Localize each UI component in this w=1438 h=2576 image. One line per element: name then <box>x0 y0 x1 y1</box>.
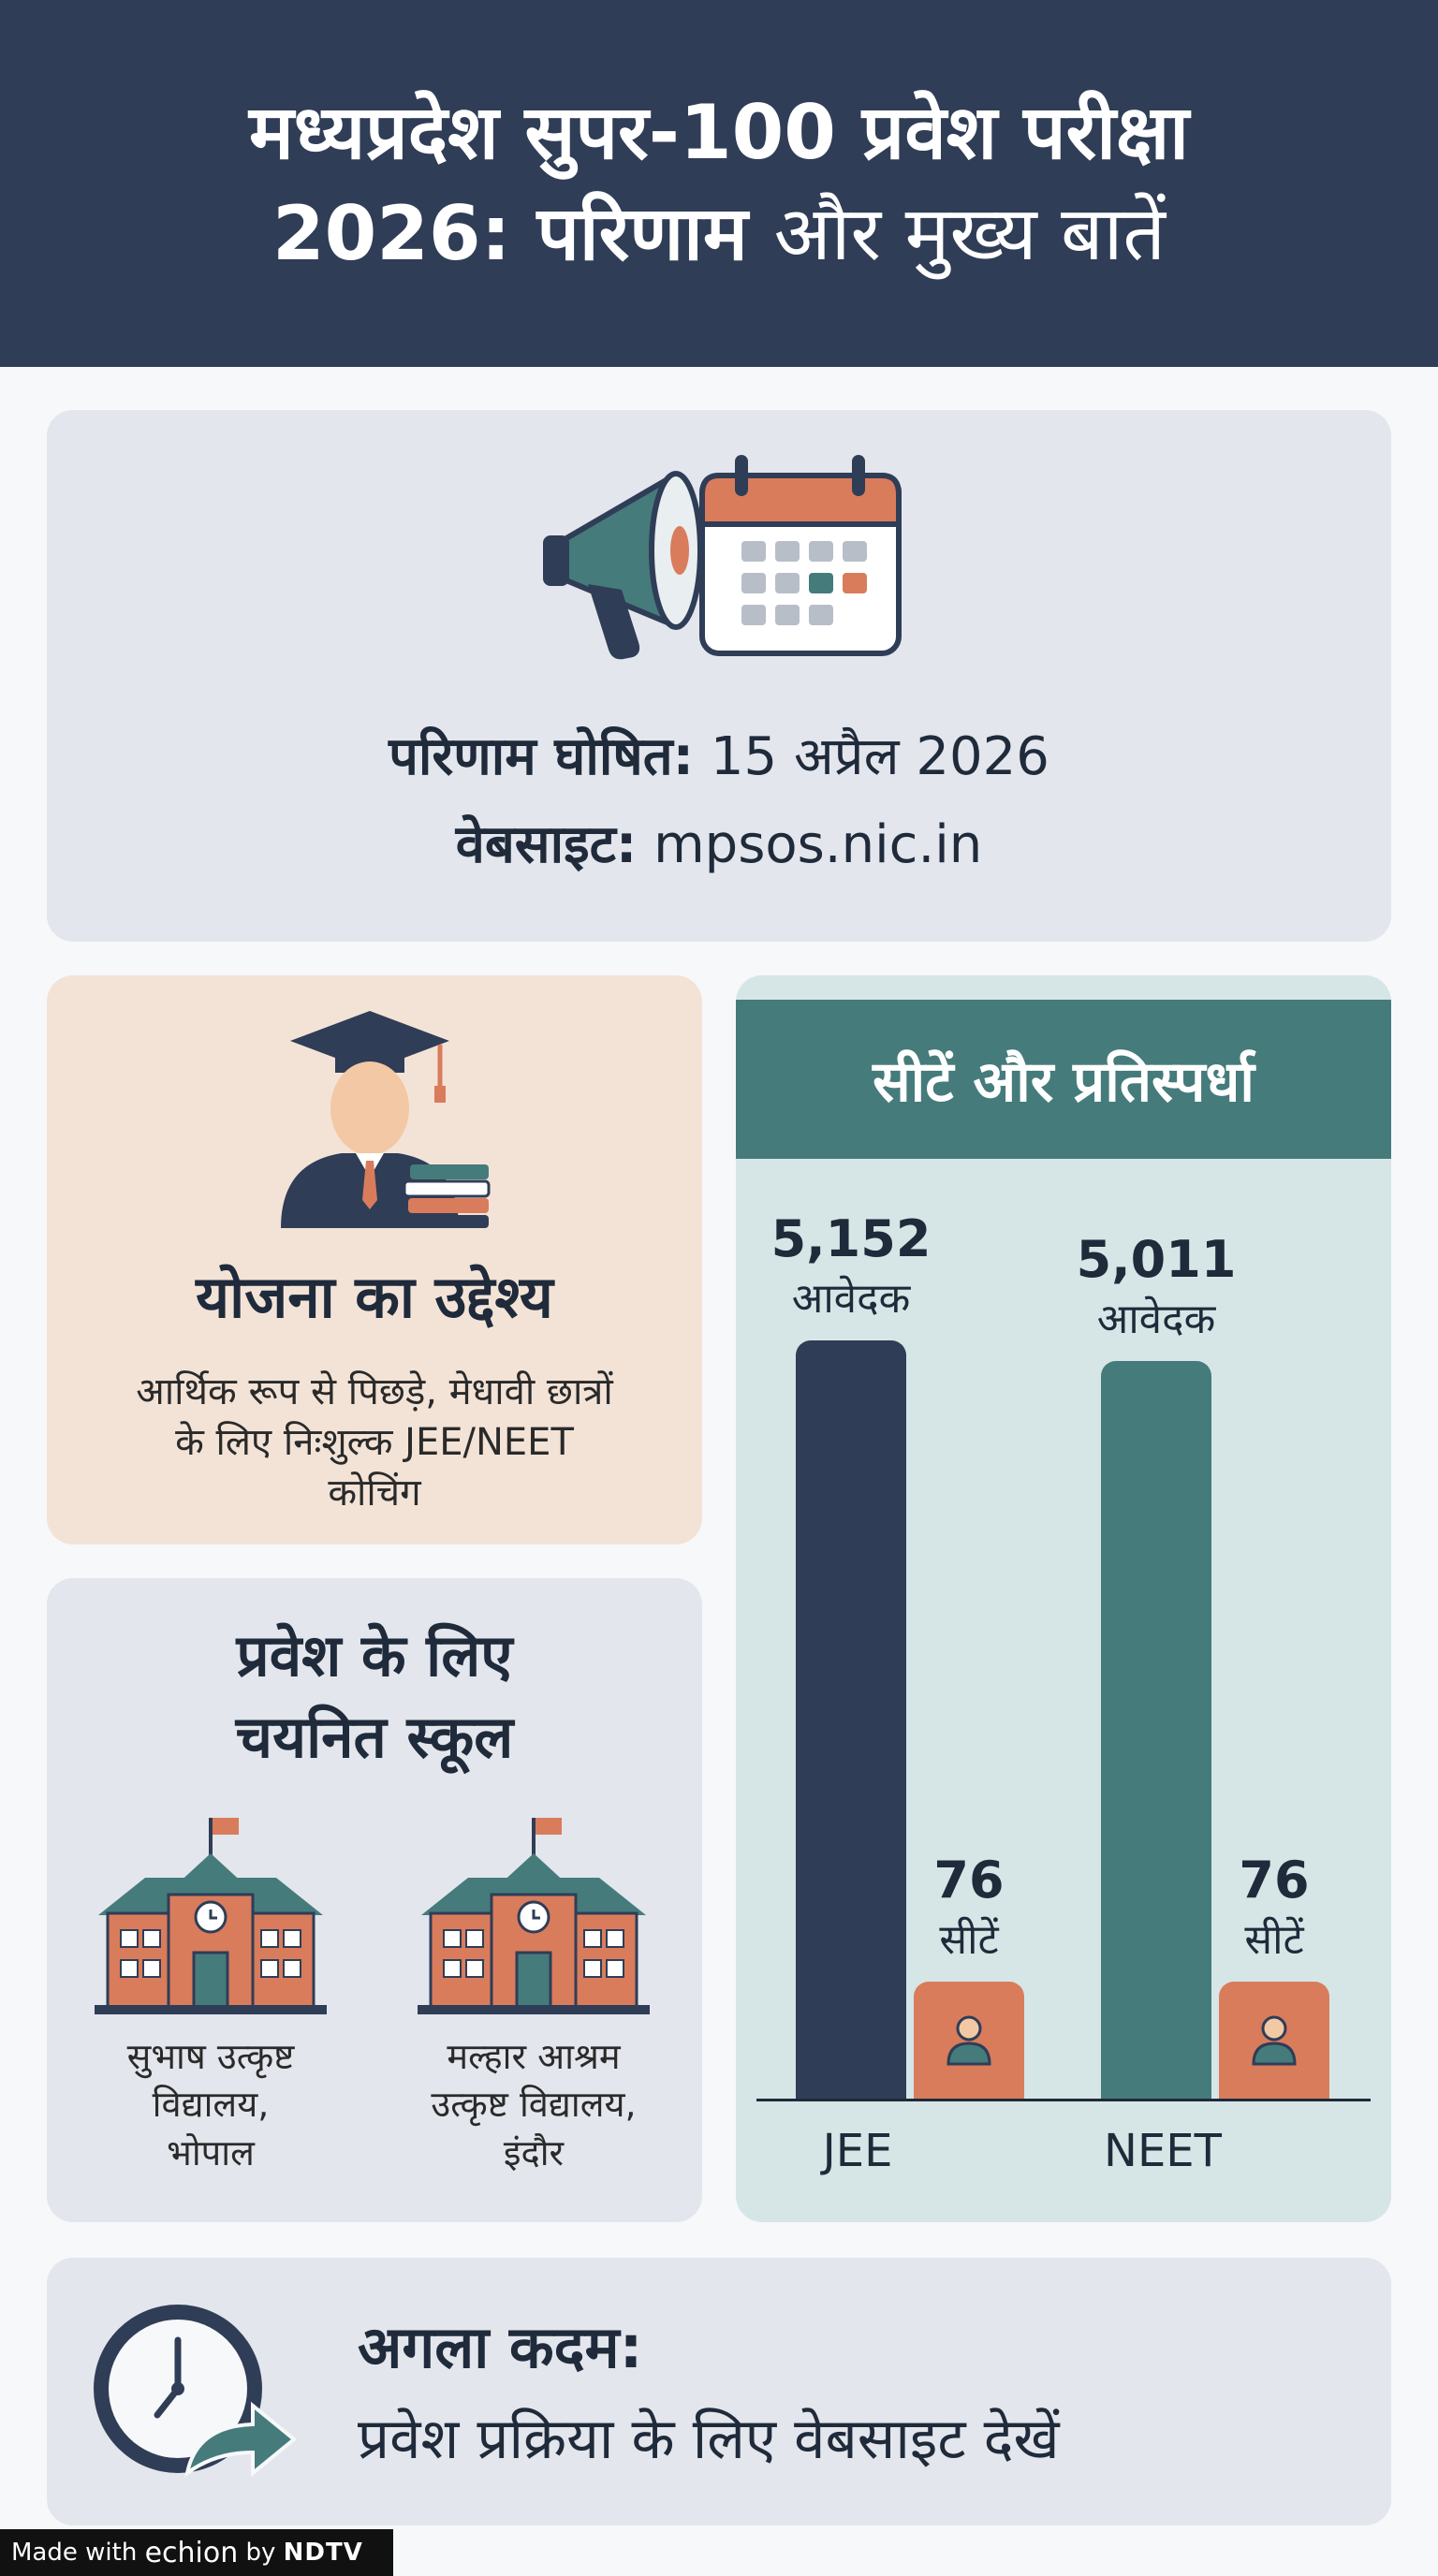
jee-applicants-caption: आवेदक <box>791 1275 911 1323</box>
school-name-line: सुभाष उत्कृष्ट <box>126 2036 295 2077</box>
schools-card: प्रवेश के लिए चयनित स्कूल <box>47 1578 702 2222</box>
graduate-student-icon <box>281 1011 491 1228</box>
page-title-bold: 2026: परिणाम <box>271 190 748 277</box>
neet-seats-label: 76 सीटें <box>1209 1851 1340 1966</box>
seats-competition-chart: सीटें और प्रतिस्पर्धा 5,152 आवेदक 5,011 … <box>736 975 1391 2222</box>
echion-logo: echion <box>144 2536 239 2569</box>
school-name-line: इंदौर <box>503 2131 565 2174</box>
jee-seats-value: 76 <box>933 1851 1005 1910</box>
neet-applicants-bar <box>1101 1361 1211 2099</box>
objective-card: योजना का उद्देश्य आर्थिक रूप से पिछड़े, … <box>47 975 702 1544</box>
school-name-line: भोपाल <box>167 2131 255 2174</box>
objective-description: आर्थिक रूप से पिछड़े, मेधावी छात्रों के … <box>47 1367 702 1518</box>
results-card: परिणाम घोषित: 15 अप्रैल 2026 वेबसाइट: mp… <box>47 410 1391 942</box>
category-label-jee: JEE <box>822 2125 893 2177</box>
result-declared-date: 15 अप्रैल 2026 <box>710 726 1049 787</box>
school-name-line: उत्कृष्ट विद्यालय, <box>431 2084 637 2126</box>
objective-desc-line2: के लिए निःशुल्क JEE/NEET <box>175 1421 574 1464</box>
clock-arrow-icon <box>94 2305 298 2478</box>
neet-applicants-caption: आवेदक <box>1096 1295 1216 1343</box>
school-name-line: विद्यालय, <box>152 2084 270 2126</box>
website-link[interactable]: mpsos.nic.in <box>653 814 983 875</box>
jee-applicants-label: 5,152 आवेदक <box>767 1209 935 1325</box>
made-with-text: Made with <box>11 2539 138 2567</box>
objective-desc-line1: आर्थिक रूप से पिछड़े, मेधावी छात्रों <box>136 1370 613 1413</box>
page-header: मध्यप्रदेश सुपर-100 प्रवेश परीक्षा 2026:… <box>0 0 1438 367</box>
calendar-icon <box>699 455 902 656</box>
school-building-icon <box>418 1818 650 2014</box>
megaphone-icon <box>543 471 703 660</box>
jee-applicants-value: 5,152 <box>770 1209 932 1268</box>
school-name-indore: मल्हार आश्रम उत्कृष्ट विद्यालय, इंदौर <box>365 2033 702 2177</box>
neet-applicants-value: 5,011 <box>1076 1230 1237 1289</box>
school-name-bhopal: सुभाष उत्कृष्ट विद्यालय, भोपाल <box>47 2033 374 2177</box>
chart-baseline <box>756 2099 1371 2101</box>
next-step-card: अगला कदम: प्रवेश प्रक्रिया के लिए वेबसाइ… <box>47 2258 1391 2525</box>
school-building-icon <box>95 1818 327 2014</box>
neet-applicants-label: 5,011 आवेदक <box>1072 1230 1240 1345</box>
next-step-label: अगला कदम: <box>358 2313 643 2381</box>
next-step-text: प्रवेश प्रक्रिया के लिए वेबसाइट देखें <box>358 2407 1060 2472</box>
page-title-line1: मध्यप्रदेश सुपर-100 प्रवेश परीक्षा <box>248 89 1190 176</box>
schools-title: प्रवेश के लिए चयनित स्कूल <box>47 1616 702 1778</box>
chart-title: सीटें और प्रतिस्पर्धा <box>736 1000 1391 1159</box>
student-icon <box>946 2015 991 2066</box>
schools-title-line2: चयनित स्कूल <box>235 1702 514 1771</box>
category-label-neet: NEET <box>1104 2125 1222 2177</box>
neet-seats-value: 76 <box>1239 1851 1310 1910</box>
website-row: वेबसाइट: mpsos.nic.in <box>47 807 1391 878</box>
page-title-rest: और मुख्य बातें <box>773 190 1167 277</box>
made-with-badge: Made with echion by NDTV <box>0 2529 393 2576</box>
objective-title: योजना का उद्देश्य <box>196 1263 553 1331</box>
jee-seats-caption: सीटें <box>939 1916 999 1964</box>
by-text: by <box>245 2539 276 2567</box>
page-title-line2: 2026: परिणाम और मुख्य बातें <box>272 183 1166 285</box>
objective-desc-line3: कोचिंग <box>328 1471 421 1515</box>
schools-title-line1: प्रवेश के लिए <box>236 1621 513 1690</box>
jee-applicants-bar <box>796 1340 906 2099</box>
neet-seats-caption: सीटें <box>1244 1916 1304 1964</box>
jee-seats-label: 76 सीटें <box>903 1851 1034 1966</box>
school-name-line: मल्हार आश्रम <box>447 2036 621 2077</box>
result-declared-label: परिणाम घोषित: <box>389 726 695 787</box>
student-icon <box>1252 2015 1297 2066</box>
result-declared-row: परिणाम घोषित: 15 अप्रैल 2026 <box>47 719 1391 790</box>
website-label: वेबसाइट: <box>455 814 638 875</box>
announcement-illustration <box>543 455 902 660</box>
ndtv-logo: NDTV <box>283 2539 363 2567</box>
